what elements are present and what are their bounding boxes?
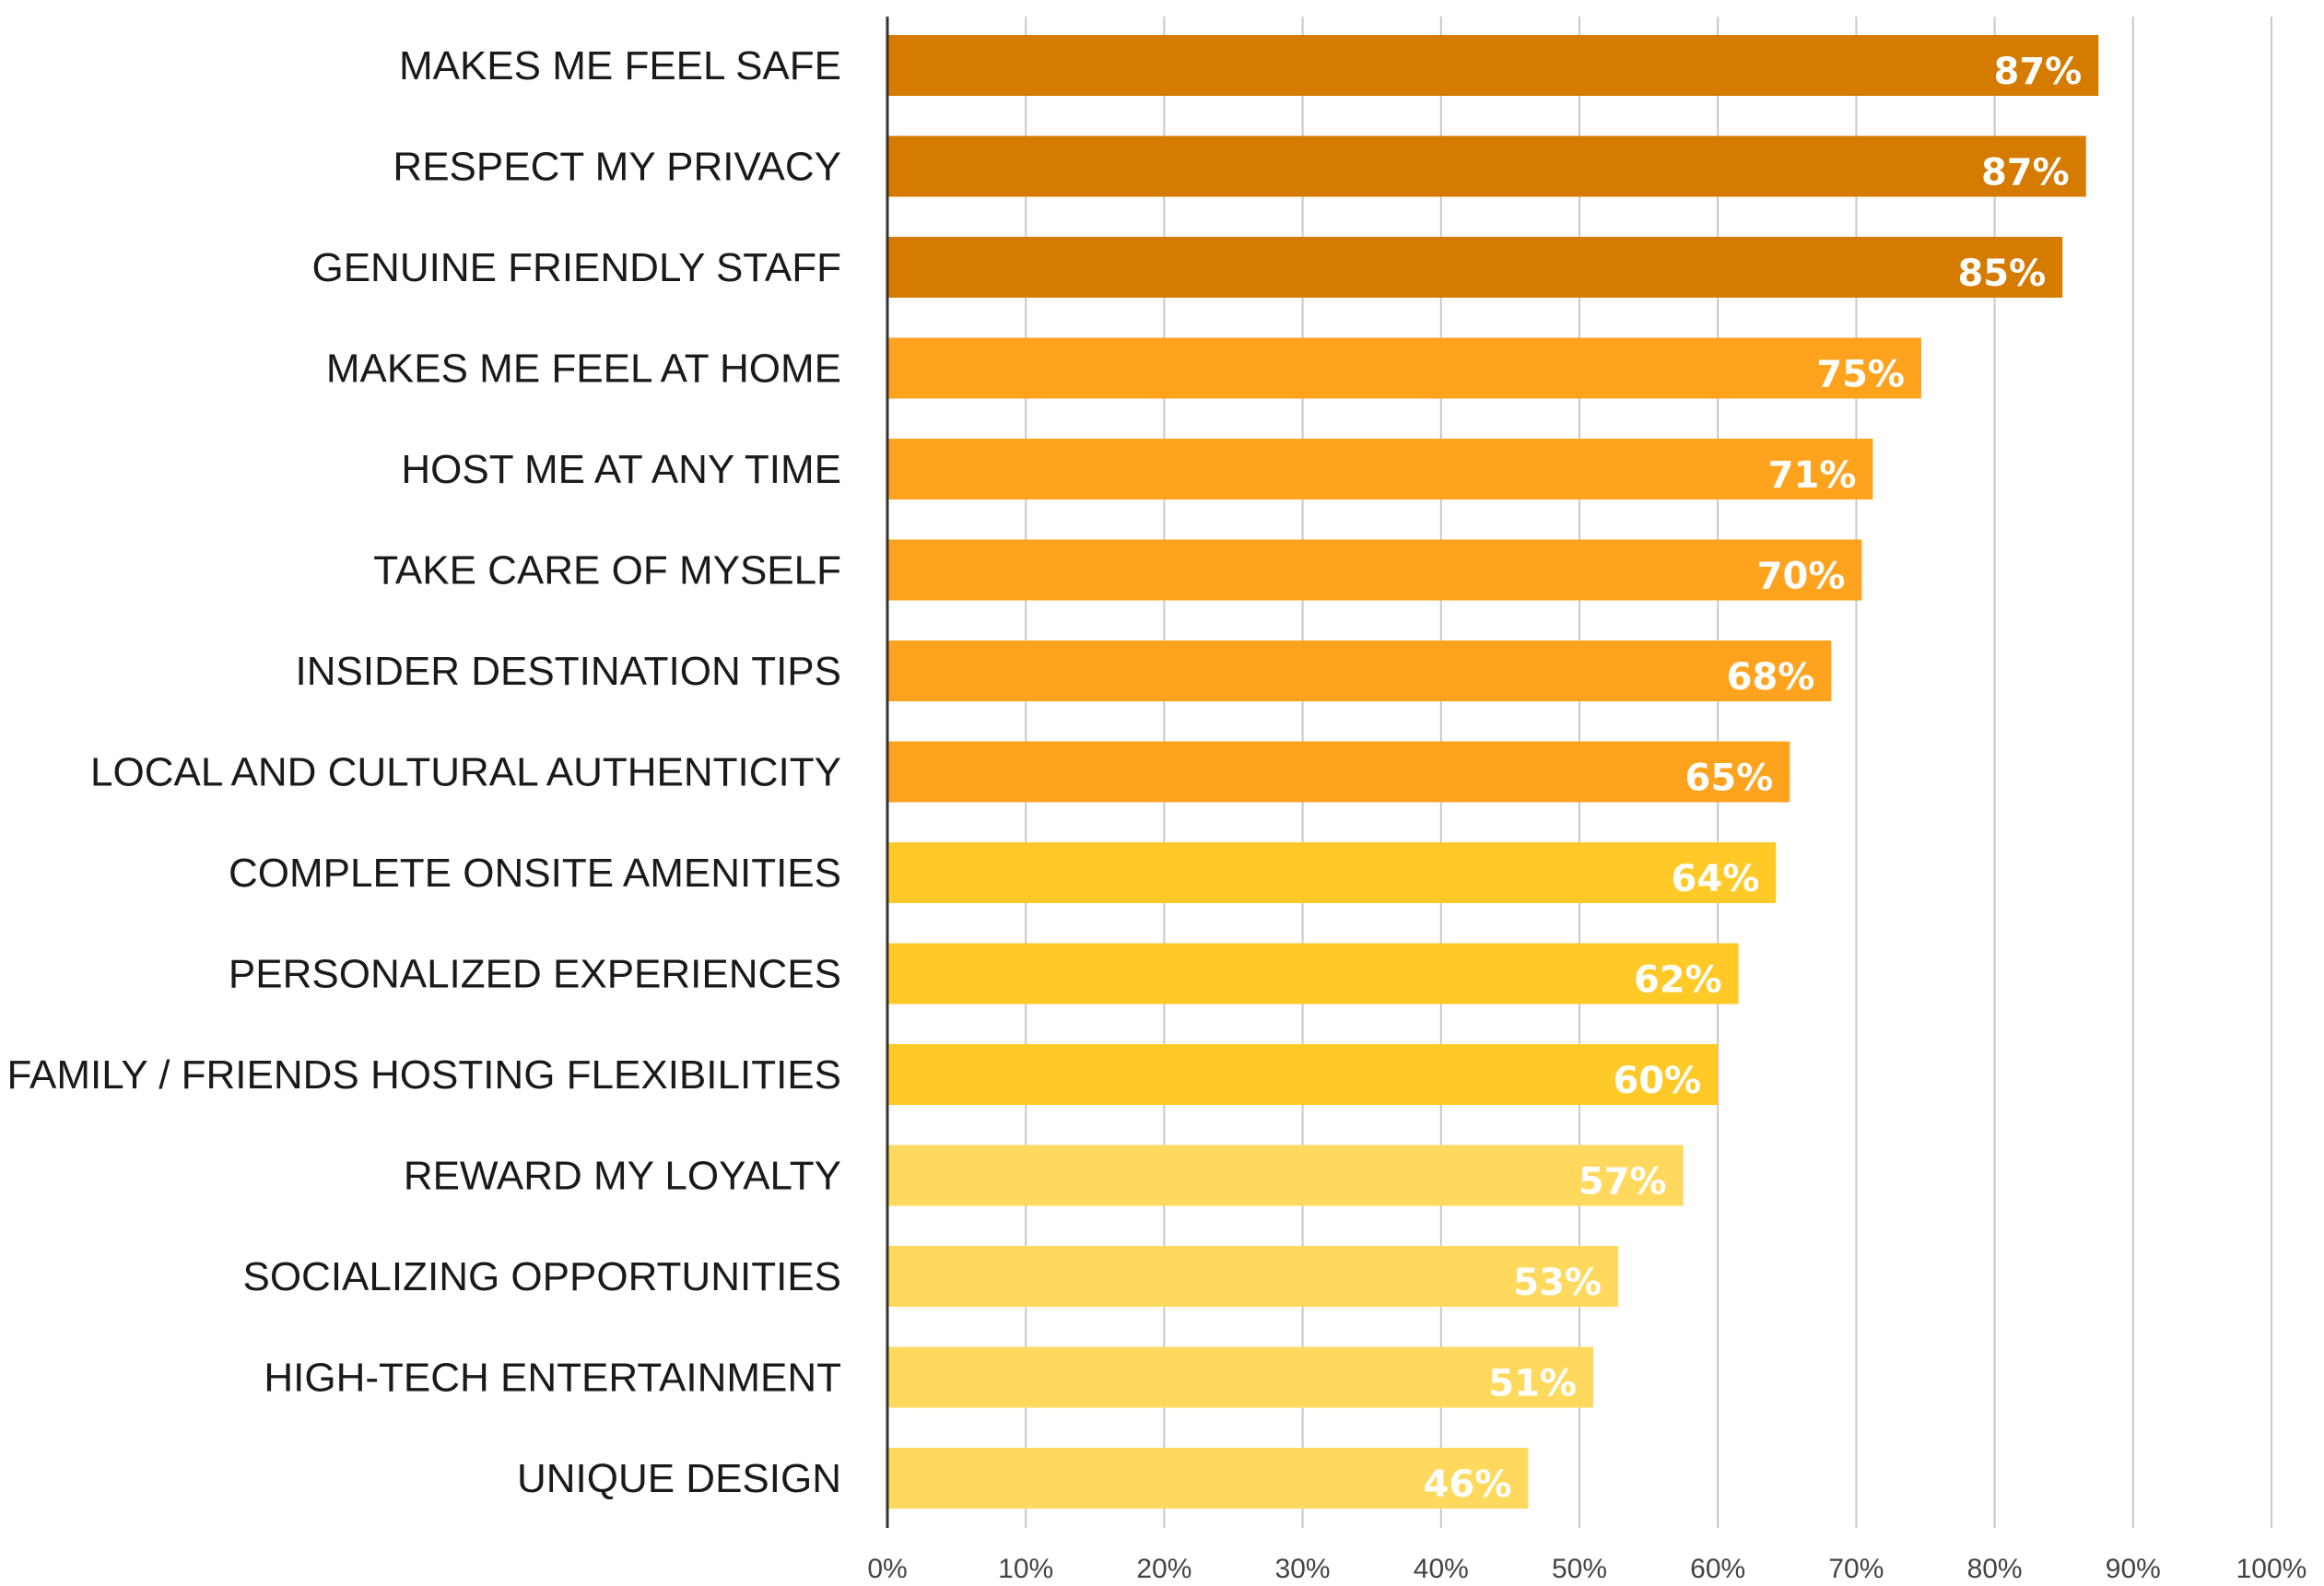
category-label: GENUINE FRIENDLY STAFF <box>311 245 841 290</box>
category-label: LOCAL AND CULTURAL AUTHENTICITY <box>90 750 841 795</box>
bar <box>887 943 1739 1004</box>
x-tick-label: 50% <box>1552 1554 1607 1584</box>
category-label: INSIDER DESTINATION TIPS <box>296 649 841 694</box>
x-tick-label: 90% <box>2106 1554 2161 1584</box>
bar <box>887 842 1777 903</box>
category-label: REWARD MY LOYALTY <box>404 1154 841 1199</box>
category-label: FAMILY / FRIENDS HOSTING FLEXIBILITIES <box>7 1052 841 1098</box>
x-tick-label: 80% <box>1967 1554 2023 1584</box>
x-tick-label: 70% <box>1828 1554 1884 1584</box>
category-label: MAKES ME FEEL SAFE <box>399 43 841 88</box>
bar <box>887 1246 1619 1307</box>
category-label: PERSONALIZED EXPERIENCES <box>229 952 841 997</box>
bar <box>887 1145 1684 1206</box>
category-label: TAKE CARE OF MYSELF <box>373 548 841 593</box>
x-tick-label: 10% <box>998 1554 1053 1584</box>
category-label: MAKES ME FEEL AT HOME <box>326 347 841 392</box>
data-label: 57% <box>1579 1161 1667 1204</box>
data-label: 87% <box>1981 152 2070 194</box>
category-label: RESPECT MY PRIVACY <box>393 145 841 190</box>
bar <box>887 1448 1529 1509</box>
data-label: 46% <box>1424 1463 1512 1506</box>
x-tick-label: 40% <box>1414 1554 1469 1584</box>
bar <box>887 1346 1594 1408</box>
bars <box>887 35 2099 1509</box>
data-label: 60% <box>1613 1060 1701 1102</box>
data-label: 64% <box>1672 858 1760 900</box>
data-label: 87% <box>1994 51 2083 93</box>
x-tick-label: 60% <box>1690 1554 1745 1584</box>
bar <box>887 135 2086 197</box>
x-axis-tick-labels: 0% 10% 20% 30% 40% 50% 60% 70% 80% 90% 100% <box>867 1554 2306 1584</box>
data-label: 53% <box>1513 1262 1602 1304</box>
x-tick-label: 30% <box>1275 1554 1331 1584</box>
x-tick-label: 20% <box>1136 1554 1191 1584</box>
bar <box>887 439 1873 499</box>
data-label: 62% <box>1634 959 1722 1002</box>
bar <box>887 237 2063 298</box>
category-labels: MAKES ME FEEL SAFE RESPECT MY PRIVACY GENU… <box>7 43 841 1501</box>
category-label: UNIQUE DESIGN <box>517 1456 841 1501</box>
category-label: HOST ME AT ANY TIME <box>401 447 841 492</box>
category-label: COMPLETE ONSITE AMENITIES <box>229 851 841 896</box>
category-label: SOCIALIZING OPPORTUNITIES <box>242 1254 841 1299</box>
data-label: 71% <box>1768 454 1857 497</box>
value-labels: 87% 87% 85% 75% 71% 70% 68% 65% 64% 62% 60% 57% 53% 5… <box>1424 51 2083 1506</box>
x-tick-label: 0% <box>867 1554 907 1584</box>
bar <box>887 35 2099 96</box>
data-label: 85% <box>1957 253 2046 295</box>
data-label: 65% <box>1685 758 1774 800</box>
data-label: 51% <box>1488 1363 1577 1405</box>
bar <box>887 539 1862 601</box>
bar <box>887 640 1832 701</box>
bar <box>887 741 1790 803</box>
category-label: HIGH-TECH ENTERTAINMENT <box>264 1356 841 1401</box>
data-label: 68% <box>1727 656 1815 699</box>
data-label: 70% <box>1757 556 1846 598</box>
bar <box>887 337 1921 399</box>
data-label: 75% <box>1816 354 1905 396</box>
bar <box>887 1044 1719 1105</box>
x-tick-label: 100% <box>2236 1554 2307 1584</box>
